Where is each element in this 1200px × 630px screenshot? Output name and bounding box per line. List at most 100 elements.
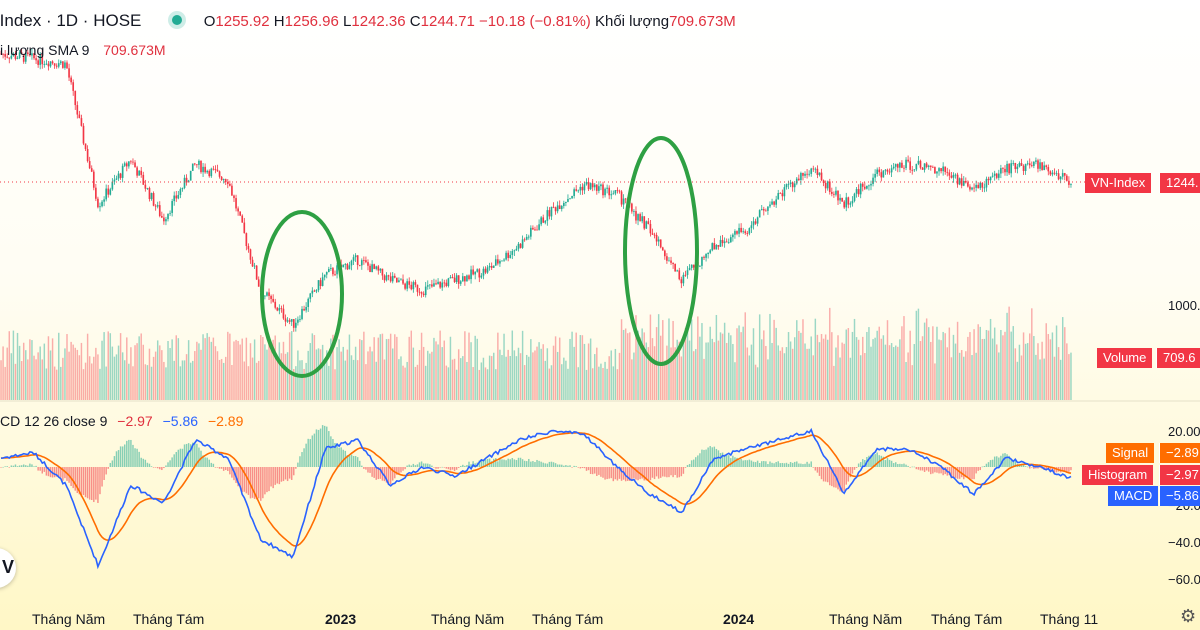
candle-body	[12, 53, 15, 56]
histogram-bar	[921, 467, 924, 471]
volume-sma-legend[interactable]: i lượng SMA 9 709.673M	[0, 42, 166, 58]
volume-bar	[841, 342, 843, 400]
volume-bar	[187, 340, 190, 400]
histogram-bar	[321, 425, 324, 467]
histogram-bar	[897, 464, 899, 467]
volume-bar	[435, 341, 437, 400]
candle-body	[651, 233, 654, 235]
candle-body	[890, 168, 893, 173]
volume-bar	[934, 363, 936, 400]
candle-body	[95, 187, 97, 199]
candle-body	[255, 265, 258, 280]
candle-body	[1068, 180, 1070, 185]
histogram-bar	[262, 467, 264, 499]
volume-bar	[913, 344, 916, 400]
histogram-bar	[775, 462, 777, 467]
candle-body	[466, 275, 468, 282]
histogram-bar	[519, 457, 522, 467]
histogram-bar	[938, 467, 940, 474]
volume-bars	[0, 306, 1072, 400]
histogram-bar	[956, 467, 959, 479]
volume-bar	[571, 331, 573, 400]
candle-body	[319, 280, 322, 286]
volume-bar	[272, 339, 274, 400]
volume-bar	[577, 367, 579, 400]
candle-body	[307, 298, 310, 307]
macd-legend[interactable]: CD 12 26 close 9 −2.97 −5.86 −2.89	[0, 413, 243, 429]
histogram-bar	[664, 467, 666, 477]
volume-bar	[249, 343, 252, 400]
histogram-bar	[503, 459, 505, 467]
candle-body	[317, 280, 320, 291]
histogram-bar	[78, 467, 81, 495]
volume-bar	[546, 348, 549, 400]
candle-body	[987, 178, 990, 181]
histogram-bar	[359, 460, 361, 467]
volume-bar	[569, 338, 571, 400]
candle-body	[1039, 162, 1041, 169]
volume-bar	[728, 332, 730, 400]
histogram-bar	[884, 460, 887, 467]
candle-body	[138, 170, 140, 176]
volume-bar	[530, 339, 532, 400]
candle-body	[880, 172, 883, 178]
tradingview-logo[interactable]: V	[0, 548, 16, 588]
volume-bar	[165, 367, 167, 400]
candle-body	[583, 184, 586, 191]
histogram-bar	[299, 456, 301, 467]
histogram-bar	[194, 443, 196, 467]
histogram-bar	[798, 463, 800, 467]
histogram-bar	[1022, 464, 1025, 467]
volume-bar	[255, 362, 258, 400]
candle-body	[39, 54, 42, 65]
volume-bar	[736, 328, 738, 400]
volume-bar	[60, 366, 62, 400]
candle-body	[416, 284, 419, 292]
histogram-bar	[138, 451, 140, 467]
candle-body	[383, 275, 386, 281]
price-tick: 1000.	[1168, 298, 1200, 313]
histogram-bar	[618, 467, 621, 479]
candle-body	[391, 275, 394, 282]
histogram-bar	[22, 464, 25, 467]
candle-body	[849, 203, 852, 205]
volume-bar	[853, 318, 856, 400]
histogram-bar	[728, 455, 730, 467]
histogram-bar	[352, 456, 355, 467]
histogram-bar	[309, 439, 311, 467]
histogram-bar	[882, 456, 885, 467]
histogram-bar	[662, 467, 664, 477]
change-value: −10.18 (−0.81%)	[479, 13, 591, 30]
candle-body	[1041, 162, 1043, 170]
candle-body	[379, 268, 382, 271]
volume-bar	[109, 333, 112, 400]
histogram-bar	[212, 463, 215, 467]
histogram-bar	[123, 444, 126, 467]
candle-body	[896, 164, 899, 168]
volume-bar	[886, 320, 889, 400]
volume-bar	[761, 339, 763, 400]
candle-body	[45, 63, 48, 65]
histogram-bar	[686, 465, 689, 467]
histogram-bar	[464, 465, 466, 467]
candle-body	[911, 169, 914, 171]
volume-bar	[521, 330, 524, 400]
histogram-bar	[192, 442, 194, 467]
candle-body	[20, 52, 23, 55]
volume-bar	[99, 368, 101, 400]
histogram-bar	[95, 467, 97, 500]
histogram-bar	[4, 466, 6, 467]
macd-tag-label: MACD	[1114, 488, 1153, 503]
candle-body	[666, 256, 668, 261]
volume-bar	[20, 361, 23, 400]
candle-body	[944, 166, 947, 172]
histogram-bar	[899, 463, 901, 467]
settings-gear-icon[interactable]: ⚙	[1180, 606, 1197, 626]
symbol-title[interactable]: -Index · 1D · HOSE	[0, 11, 142, 30]
volume-bar	[849, 357, 852, 400]
volume-bar	[348, 334, 351, 400]
volume-bar	[1016, 361, 1019, 400]
candle-body	[824, 182, 827, 189]
signal-tag-value-box: −2.89	[1159, 443, 1200, 463]
histogram-bar	[905, 464, 907, 467]
